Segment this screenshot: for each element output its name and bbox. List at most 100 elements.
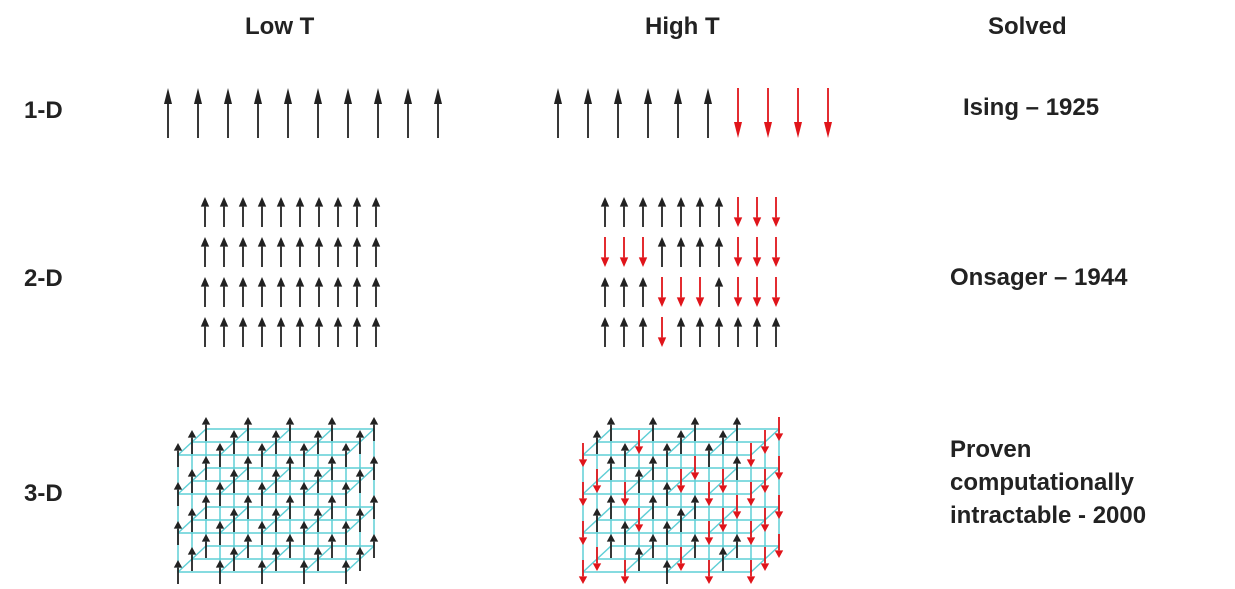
lattice-2d-low-spin bbox=[314, 237, 324, 267]
lattice-3d-high-spin bbox=[606, 456, 616, 480]
lattice-3d-high-spin bbox=[718, 430, 728, 454]
lattice-3d-low-spin bbox=[271, 430, 281, 454]
lattice-3d-low-spin bbox=[201, 417, 211, 441]
lattice-3d-low-spin bbox=[327, 417, 337, 441]
row-label-2d: 2-D bbox=[24, 265, 63, 292]
row-label-3d: 3-D bbox=[24, 480, 63, 507]
solved-note-3d-line-2: computationally bbox=[950, 469, 1135, 496]
lattice-3d-high-spin bbox=[592, 430, 602, 454]
lattice-2d-high-spin bbox=[714, 317, 724, 347]
lattice-3d-low-spin bbox=[327, 495, 337, 519]
chain-1d-high-spin bbox=[614, 88, 622, 138]
spin-lattice-3d-low-t bbox=[173, 417, 379, 584]
lattice-3d-low-spin bbox=[243, 456, 253, 480]
lattice-3d-low-spin bbox=[173, 482, 183, 506]
lattice-3d-high-spin bbox=[648, 495, 658, 519]
lattice-2d-high-spin bbox=[657, 237, 667, 267]
lattice-2d-high-spin bbox=[752, 317, 762, 347]
lattice-3d-high-spin bbox=[774, 417, 784, 441]
lattice-2d-low-spin bbox=[257, 237, 267, 267]
lattice-2d-high-spin bbox=[657, 317, 667, 347]
chain-1d-high-spin bbox=[734, 88, 742, 138]
lattice-3d-low-spin bbox=[257, 560, 267, 584]
lattice-3d-high-spin bbox=[718, 547, 728, 571]
lattice-2d-low-spin bbox=[219, 197, 229, 227]
lattice-3d-low-spin bbox=[327, 534, 337, 558]
chain-1d-high-spin bbox=[554, 88, 562, 138]
spin-lattice-2d-low-t bbox=[200, 197, 381, 347]
lattice-3d-low-spin bbox=[285, 417, 295, 441]
lattice-2d-high-spin bbox=[733, 197, 743, 227]
lattice-3d-high-spin bbox=[690, 456, 700, 480]
lattice-3d-high-spin bbox=[648, 456, 658, 480]
lattice-2d-high-spin bbox=[619, 197, 629, 227]
lattice-3d-high-spin bbox=[774, 534, 784, 558]
lattice-2d-low-spin bbox=[238, 277, 248, 307]
lattice-3d-high-spin bbox=[592, 508, 602, 532]
lattice-2d-high-spin bbox=[638, 237, 648, 267]
lattice-3d-high-spin bbox=[760, 547, 770, 571]
lattice-2d-low-spin bbox=[371, 237, 381, 267]
chain-1d-low-spin bbox=[254, 88, 262, 138]
lattice-3d-high-spin bbox=[690, 417, 700, 441]
lattice-2d-low-spin bbox=[238, 317, 248, 347]
lattice-3d-low-spin bbox=[243, 495, 253, 519]
lattice-2d-low-spin bbox=[276, 277, 286, 307]
chain-1d-high-spin bbox=[764, 88, 772, 138]
lattice-3d-high-spin bbox=[746, 521, 756, 545]
lattice-3d-high-spin bbox=[620, 482, 630, 506]
lattice-3d-high-spin bbox=[676, 430, 686, 454]
chain-1d-high-spin bbox=[584, 88, 592, 138]
lattice-2d-low-spin bbox=[314, 317, 324, 347]
lattice-3d-low-spin bbox=[327, 456, 337, 480]
lattice-3d-high-spin bbox=[606, 534, 616, 558]
lattice-3d-high-spin bbox=[578, 482, 588, 506]
lattice-3d-low-spin bbox=[229, 547, 239, 571]
lattice-3d-low-spin bbox=[257, 443, 267, 467]
header-high-t: High T bbox=[645, 13, 720, 40]
lattice-2d-low-spin bbox=[257, 317, 267, 347]
lattice-3d-high-spin bbox=[774, 495, 784, 519]
lattice-2d-low-spin bbox=[219, 277, 229, 307]
lattice-3d-low-spin bbox=[285, 534, 295, 558]
lattice-2d-high-spin bbox=[771, 237, 781, 267]
lattice-2d-high-spin bbox=[733, 277, 743, 307]
lattice-2d-low-spin bbox=[295, 237, 305, 267]
lattice-3d-high-spin bbox=[578, 521, 588, 545]
lattice-2d-low-spin bbox=[295, 317, 305, 347]
lattice-2d-high-spin bbox=[619, 237, 629, 267]
lattice-3d-low-spin bbox=[215, 443, 225, 467]
lattice-2d-low-spin bbox=[200, 197, 210, 227]
lattice-3d-low-spin bbox=[271, 469, 281, 493]
lattice-3d-low-spin bbox=[369, 495, 379, 519]
lattice-3d-high-spin bbox=[620, 521, 630, 545]
lattice-3d-low-spin bbox=[173, 443, 183, 467]
lattice-3d-high-spin bbox=[676, 508, 686, 532]
lattice-2d-high-spin bbox=[638, 197, 648, 227]
lattice-3d-low-spin bbox=[369, 456, 379, 480]
lattice-3d-low-spin bbox=[173, 560, 183, 584]
lattice-2d-high-spin bbox=[714, 197, 724, 227]
lattice-3d-low-spin bbox=[229, 508, 239, 532]
lattice-2d-high-spin bbox=[695, 317, 705, 347]
lattice-2d-low-spin bbox=[238, 237, 248, 267]
solved-note-2d: Onsager – 1944 bbox=[950, 264, 1128, 291]
lattice-3d-low-spin bbox=[215, 482, 225, 506]
lattice-3d-low-spin bbox=[369, 534, 379, 558]
lattice-2d-low-spin bbox=[371, 317, 381, 347]
lattice-3d-high-spin bbox=[732, 534, 742, 558]
lattice-2d-low-spin bbox=[352, 317, 362, 347]
lattice-3d-low-spin bbox=[285, 456, 295, 480]
lattice-2d-low-spin bbox=[333, 277, 343, 307]
lattice-3d-low-spin bbox=[215, 521, 225, 545]
lattice-3d-low-spin bbox=[187, 430, 197, 454]
spin-chain-1d-low-t bbox=[164, 88, 442, 138]
chain-1d-low-spin bbox=[224, 88, 232, 138]
lattice-3d-high-spin bbox=[578, 560, 588, 584]
lattice-3d-low-spin bbox=[243, 417, 253, 441]
lattice-3d-high-spin bbox=[718, 469, 728, 493]
lattice-3d-low-spin bbox=[201, 495, 211, 519]
lattice-3d-low-spin bbox=[187, 547, 197, 571]
chain-1d-high-spin bbox=[824, 88, 832, 138]
lattice-3d-low-spin bbox=[229, 430, 239, 454]
